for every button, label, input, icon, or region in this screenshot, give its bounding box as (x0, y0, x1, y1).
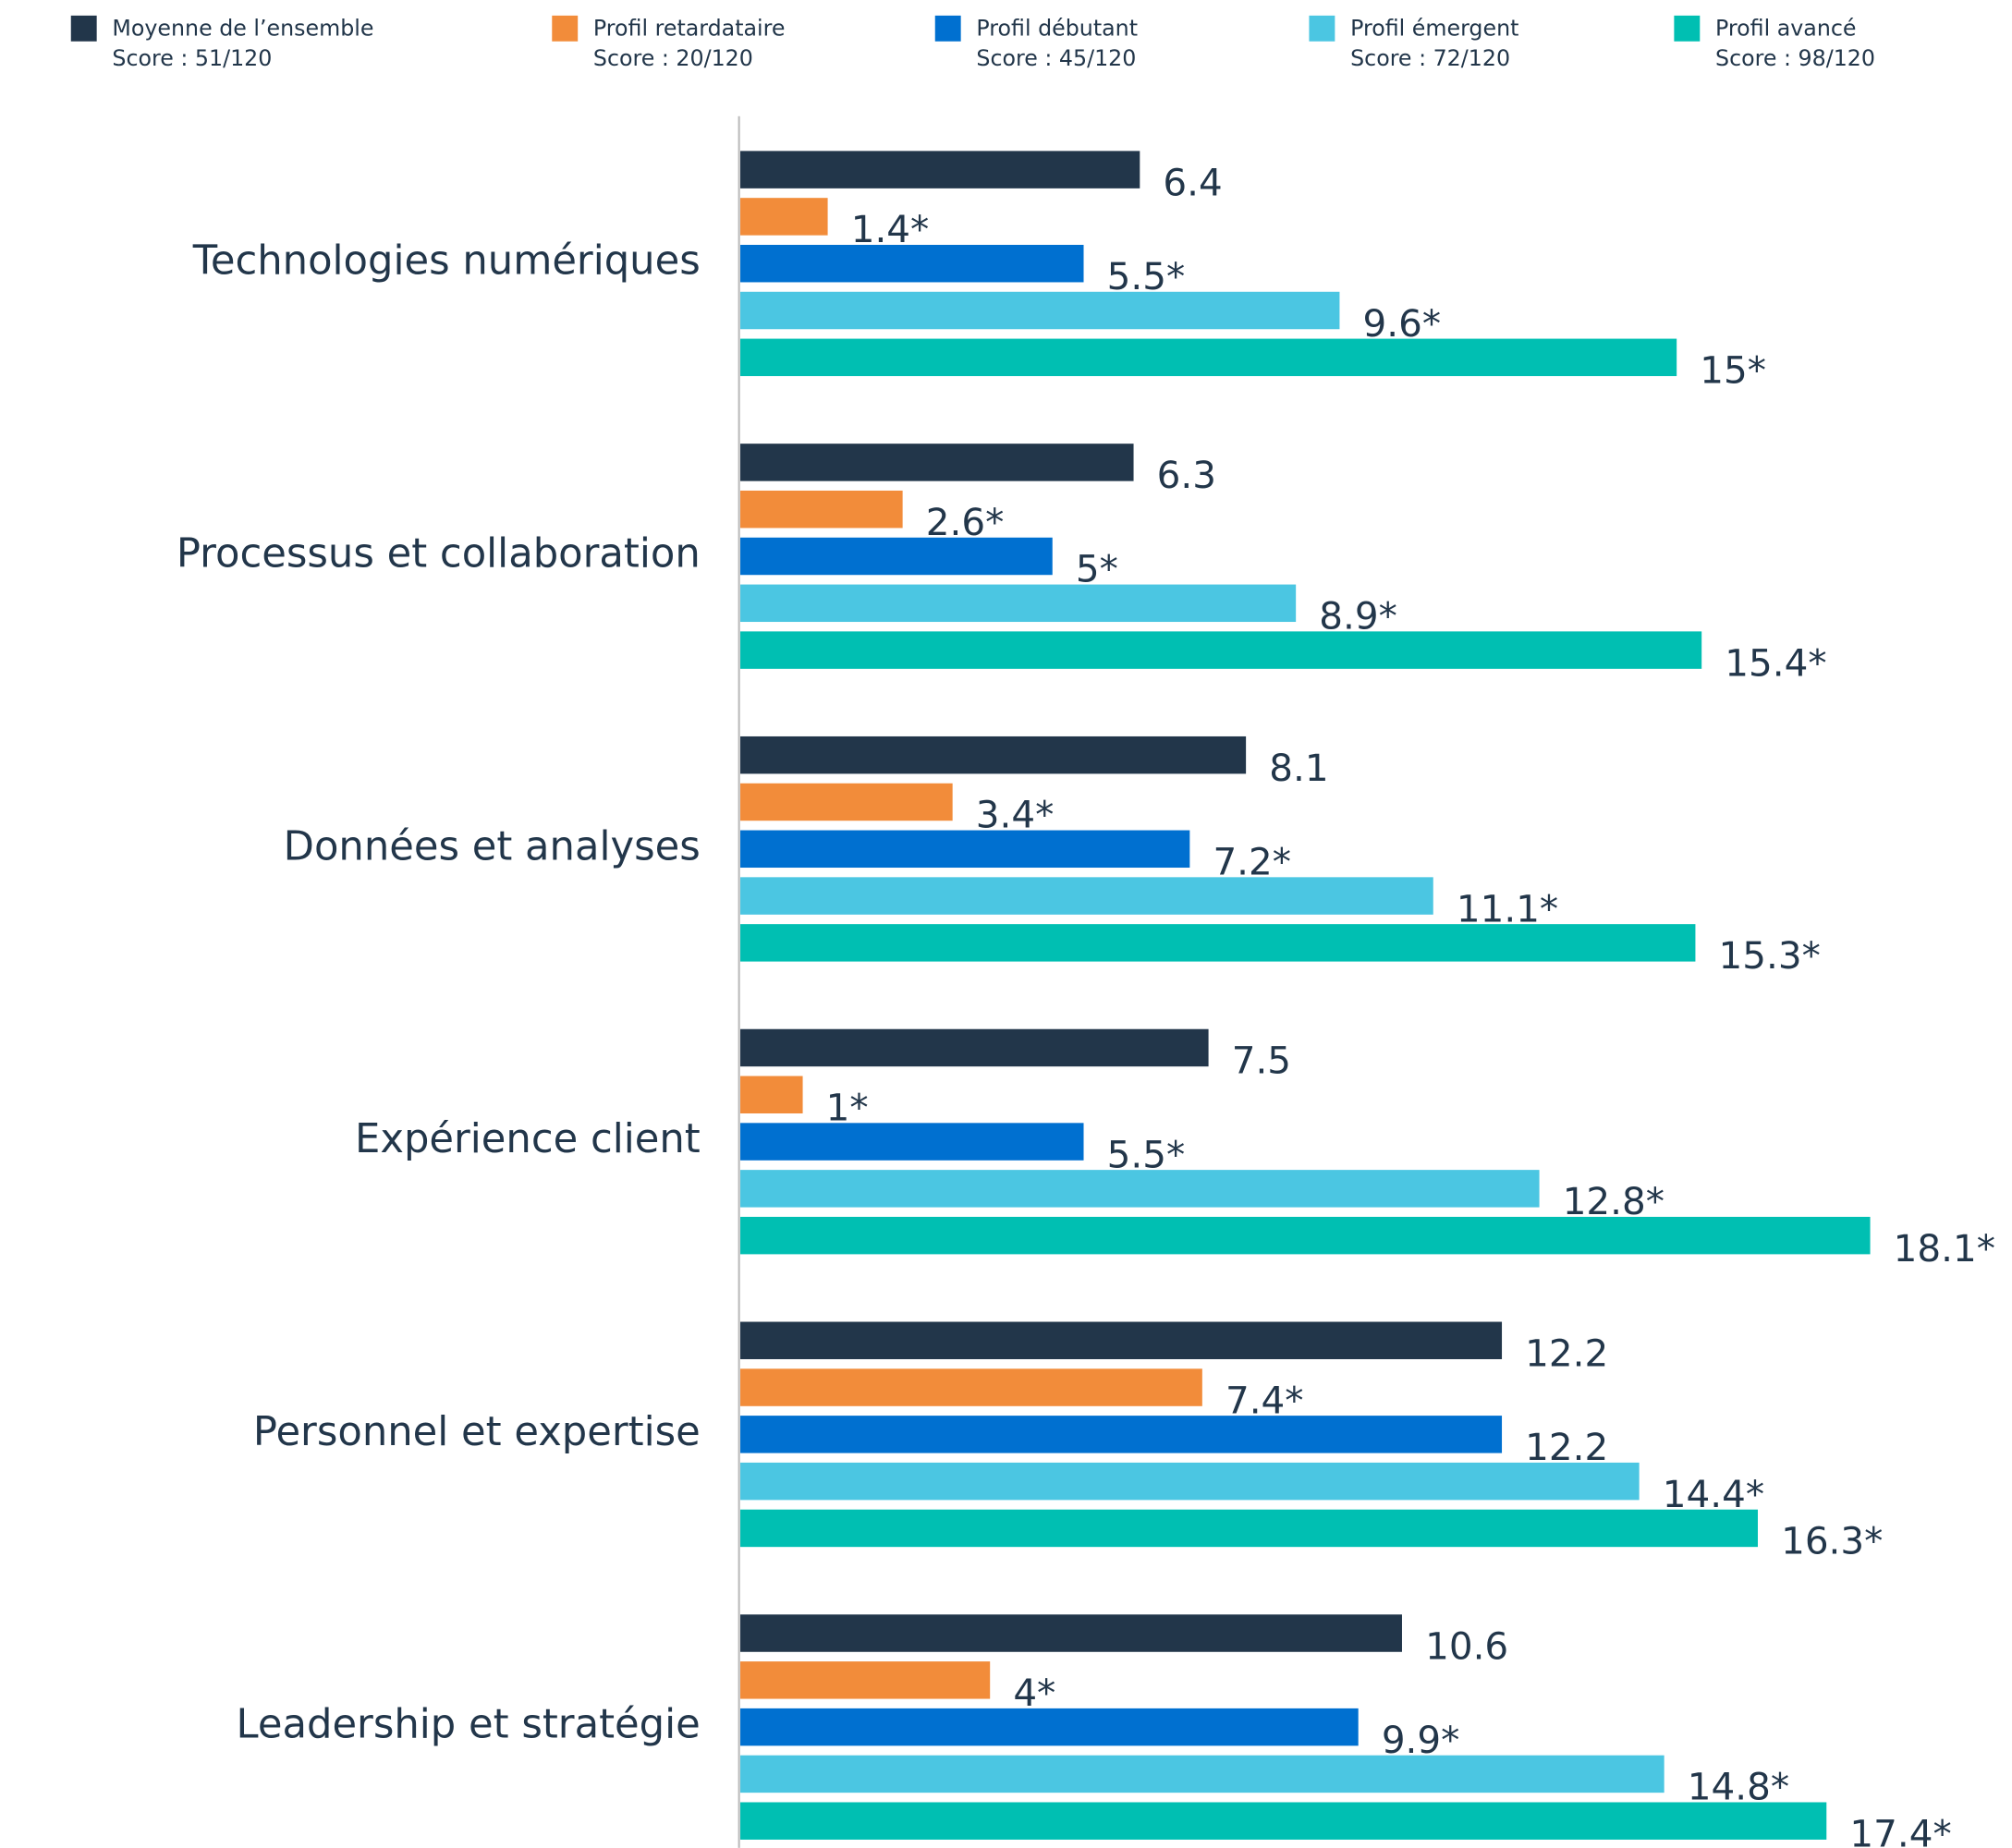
legend-label: Moyenne de l’ensemble (112, 16, 373, 42)
value-label: 10.6 (1425, 1623, 1508, 1668)
bar (740, 783, 953, 821)
bar (740, 877, 1433, 915)
value-label: 2.6* (926, 500, 1005, 544)
value-label: 5.5* (1107, 1132, 1186, 1176)
value-label: 7.5 (1232, 1039, 1291, 1083)
value-label: 7.4* (1225, 1378, 1304, 1422)
bar (740, 537, 1053, 576)
value-label: 9.6* (1363, 301, 1442, 346)
bar (740, 151, 1140, 188)
legend-note: Score : 45/120 (976, 45, 1136, 71)
value-label: 5.5* (1107, 254, 1186, 298)
bar (740, 736, 1247, 774)
category-label: Données et analyses (284, 823, 701, 869)
legend-swatch (552, 15, 579, 42)
value-label: 9.9* (1382, 1718, 1460, 1762)
bar (740, 1170, 1540, 1208)
category-label: Processus et collaboration (177, 530, 701, 577)
value-label: 17.4* (1849, 1811, 1951, 1848)
bar (740, 1708, 1359, 1746)
bar (740, 244, 1084, 283)
category-label: Leadership et stratégie (237, 1702, 701, 1748)
value-label: 15.4* (1725, 640, 1826, 685)
legend-label: Profil avancé (1715, 16, 1856, 42)
value-label: 3.4* (976, 793, 1055, 837)
bar (740, 1368, 1202, 1406)
value-label: 5* (1076, 547, 1118, 591)
legend-swatch (934, 15, 961, 42)
value-label: 18.1* (1894, 1226, 1995, 1270)
legend-label: Profil retardataire (593, 16, 786, 42)
bar (740, 1661, 991, 1699)
bar (740, 1802, 1827, 1840)
bar (740, 1028, 1209, 1067)
value-label: 7.2* (1213, 840, 1291, 884)
bar (740, 198, 828, 236)
bar (740, 444, 1134, 481)
value-label: 1.4* (851, 207, 930, 251)
bar (740, 291, 1340, 330)
legend-note: Score : 51/120 (112, 45, 272, 71)
legend-note: Score : 72/120 (1350, 45, 1510, 71)
bar (740, 631, 1702, 669)
bar (740, 1321, 1503, 1359)
bar (740, 830, 1190, 869)
category-label: Personnel et expertise (253, 1409, 701, 1455)
category-label: Technologies numériques (192, 238, 701, 285)
bar (740, 1462, 1640, 1501)
value-label: 4* (1013, 1671, 1055, 1715)
legend-note: Score : 20/120 (593, 45, 753, 71)
legend-swatch (70, 15, 97, 42)
legend-label: Profil émergent (1350, 16, 1518, 42)
value-label: 15.3* (1719, 933, 1821, 978)
legend-note: Score : 98/120 (1715, 45, 1875, 71)
value-label: 12.2 (1525, 1425, 1608, 1469)
legend-swatch (1309, 15, 1335, 42)
value-label: 14.8* (1688, 1765, 1789, 1809)
bar (740, 1509, 1758, 1548)
value-label: 14.4* (1663, 1472, 1764, 1516)
legend-swatch (1674, 15, 1701, 42)
value-label: 12.2 (1525, 1331, 1608, 1375)
value-label: 6.3 (1157, 453, 1216, 497)
bar (740, 924, 1696, 962)
value-label: 1* (826, 1086, 869, 1130)
bar (740, 1416, 1503, 1453)
bar (740, 584, 1297, 623)
bar (740, 1755, 1664, 1793)
value-label: 15* (1700, 348, 1766, 393)
bar (740, 1614, 1402, 1652)
bar (740, 1076, 803, 1114)
value-label: 12.8* (1563, 1179, 1664, 1223)
value-label: 16.3* (1781, 1519, 1883, 1563)
value-label: 11.1* (1457, 886, 1558, 930)
value-label: 8.1 (1269, 746, 1328, 790)
value-label: 6.4 (1163, 160, 1222, 204)
category-label: Expérience client (355, 1116, 701, 1162)
bar (740, 1123, 1084, 1161)
bar (740, 1216, 1871, 1255)
bar (740, 338, 1677, 377)
bar (740, 490, 903, 529)
value-label: 8.9* (1319, 594, 1397, 638)
legend-label: Profil débutant (976, 16, 1138, 42)
